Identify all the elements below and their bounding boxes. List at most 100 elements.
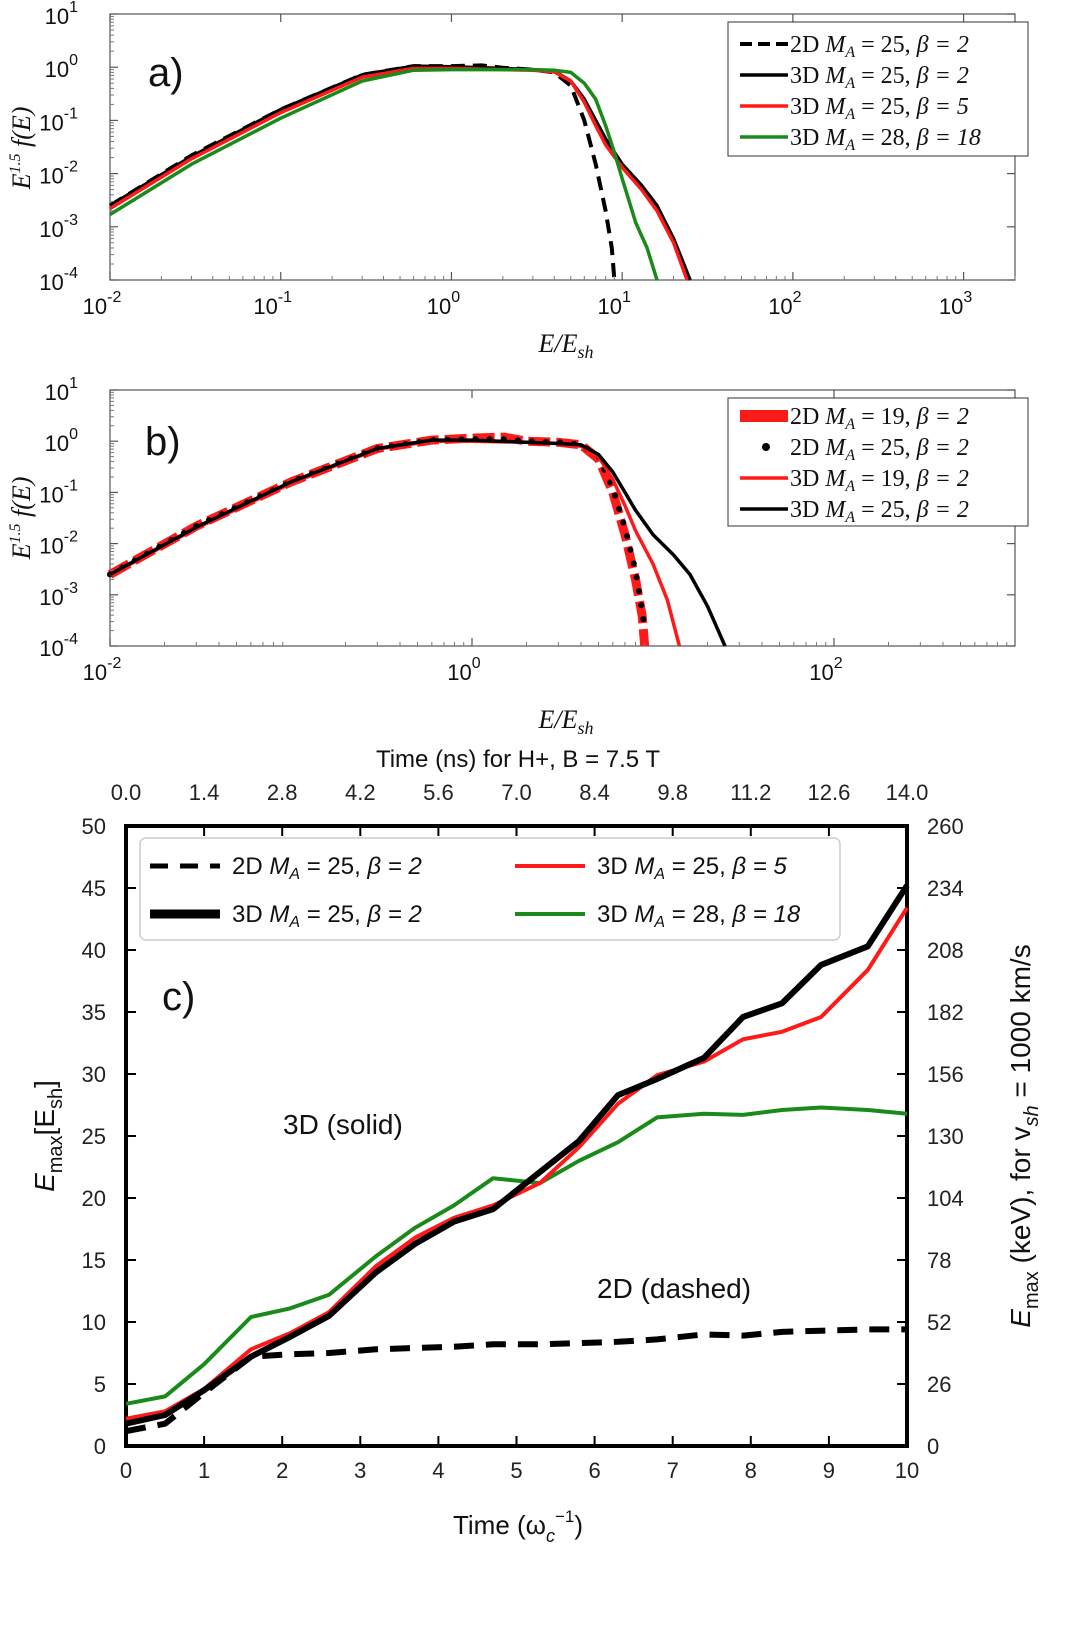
y-tick-label-exponent: -1 xyxy=(64,477,78,494)
c-right-y-tick-label: 130 xyxy=(927,1124,964,1149)
c-x-tick-label: 9 xyxy=(823,1458,835,1483)
c-x-tick-label: 6 xyxy=(588,1458,600,1483)
c-x-tick-label: 0 xyxy=(120,1458,132,1483)
panel-c-ylabel: Emax[Esh] xyxy=(29,1080,67,1192)
c-y-tick-label: 35 xyxy=(82,1000,106,1025)
x-tick-label-exponent: 3 xyxy=(963,289,972,306)
c-x-tick-label: 1 xyxy=(198,1458,210,1483)
panel-c-legend-items: 2D MA = 25, β = 2 3D MA = 25, β = 2 3D MA … xyxy=(150,853,801,931)
c-top-tick-label: 12.6 xyxy=(807,780,850,805)
c-top-tick-label: 14.0 xyxy=(886,780,929,805)
panel-a-series-4-line xyxy=(109,67,659,281)
x-tick-label: 101 xyxy=(597,289,630,319)
panel-a-xlabel: E/Esh xyxy=(537,329,593,362)
x-tick-label-exponent: 1 xyxy=(622,289,631,306)
panel-b-legend-label-2: 2D MA = 25, β = 2 xyxy=(790,435,969,464)
y-tick-label-exponent: -2 xyxy=(64,529,78,546)
panel-b-series-4-line xyxy=(109,438,727,647)
panel-b-series-group xyxy=(107,432,727,647)
panel-a-ylabel-sup: 1.5 xyxy=(7,154,24,174)
panel-b-legend-label-1: 2D MA = 19, β = 2 xyxy=(790,404,969,433)
y-tick-label-exponent: -3 xyxy=(64,212,78,229)
panel-b-legend-items: 2D MA = 19, β = 22D MA = 25, β = 23D MA … xyxy=(740,404,969,526)
panel-c-series-3-line xyxy=(125,906,909,1421)
c-top-tick-label: 9.8 xyxy=(657,780,688,805)
y-tick-label-exponent: 1 xyxy=(69,375,78,392)
y-tick-label: 10-1 xyxy=(39,105,78,135)
c-right-y-tick-label: 234 xyxy=(927,876,964,901)
x-tick-label: 10-1 xyxy=(253,289,292,319)
c-y-tick-label: 40 xyxy=(82,938,106,963)
c-right-y-tick-label: 52 xyxy=(927,1310,951,1335)
panel-a-legend-label-3: 3D MA = 25, β = 5 xyxy=(790,94,969,123)
y-tick-label: 100 xyxy=(45,52,78,82)
c-x-tick-label: 5 xyxy=(510,1458,522,1483)
panel-c-annotation-3d: 3D (solid) xyxy=(283,1109,403,1140)
c-x-tick-label: 7 xyxy=(667,1458,679,1483)
y-tick-label: 10-4 xyxy=(39,631,78,661)
x-tick-label: 103 xyxy=(939,289,972,319)
c-y-tick-label: 20 xyxy=(82,1186,106,1211)
panel-a-legend-box xyxy=(727,21,1029,157)
c-right-y-tick-label: 208 xyxy=(927,938,964,963)
panel-a-legend-label-4: 3D MA = 28, β = 18 xyxy=(790,125,981,154)
panel-b-series-2-line xyxy=(107,436,648,634)
panel-c-legend-label-2: 3D MA = 25, β = 2 xyxy=(232,901,422,931)
panel-b-label: b) xyxy=(145,420,181,464)
y-tick-label-exponent: 0 xyxy=(69,426,78,443)
x-tick-label-exponent: 2 xyxy=(834,655,843,672)
panel-c-xlabel: Time (ωc−1) xyxy=(453,1507,583,1546)
c-top-tick-label: 8.4 xyxy=(579,780,610,805)
panel-b-legend: 2D MA = 19, β = 22D MA = 25, β = 23D MA … xyxy=(727,397,1029,527)
y-tick-label: 10-3 xyxy=(39,212,78,242)
c-right-y-tick-label: 26 xyxy=(927,1372,951,1397)
panel-a-series-2-line xyxy=(109,64,692,281)
x-tick-label-exponent: -2 xyxy=(107,289,121,306)
panel-c-annotation-2d: 2D (dashed) xyxy=(597,1273,751,1304)
c-y-tick-label: 0 xyxy=(94,1434,106,1459)
x-tick-label-exponent: -1 xyxy=(278,289,292,306)
c-right-y-tick-label: 182 xyxy=(927,1000,964,1025)
c-x-tick-label: 4 xyxy=(432,1458,444,1483)
c-right-y-tick-label: 0 xyxy=(927,1434,939,1459)
y-tick-label-exponent: -3 xyxy=(64,580,78,597)
c-right-y-tick-label: 104 xyxy=(927,1186,964,1211)
panel-c-legend-label-4: 3D MA = 28, β = 18 xyxy=(597,901,801,931)
y-tick-label-exponent: -4 xyxy=(64,631,78,648)
y-tick-label-exponent: 1 xyxy=(69,0,78,16)
c-top-tick-label: 1.4 xyxy=(189,780,220,805)
c-x-tick-label: 3 xyxy=(354,1458,366,1483)
y-tick-label: 10-1 xyxy=(39,477,78,507)
c-top-tick-label: 0.0 xyxy=(111,780,142,805)
x-tick-label: 102 xyxy=(809,655,842,685)
panel-a-legend-label-2: 3D MA = 25, β = 2 xyxy=(790,63,969,92)
panel-c-right-ylabel: Emax (keV), for vsh = 1000 km/s xyxy=(1005,944,1043,1327)
x-tick-label: 100 xyxy=(447,655,480,685)
y-tick-label-exponent: -4 xyxy=(64,265,78,282)
x-tick-label: 102 xyxy=(768,289,801,319)
x-tick-label-exponent: 0 xyxy=(451,289,460,306)
y-tick-label: 100 xyxy=(45,426,78,456)
y-tick-label: 10-3 xyxy=(39,580,78,610)
panel-a-legend: 2D MA = 25, β = 23D MA = 25, β = 23D MA … xyxy=(727,21,1029,157)
c-x-tick-label: 10 xyxy=(895,1458,919,1483)
c-x-tick-label: 2 xyxy=(276,1458,288,1483)
panel-a-series-1-line xyxy=(108,63,617,281)
c-top-tick-label: 5.6 xyxy=(423,780,454,805)
x-tick-label: 100 xyxy=(427,289,460,319)
y-tick-label: 10-2 xyxy=(39,159,78,189)
panel-c-legend: 2D MA = 25, β = 2 3D MA = 25, β = 2 3D MA … xyxy=(139,837,841,941)
panel-b-legend-label-4: 3D MA = 25, β = 2 xyxy=(790,497,969,526)
c-top-tick-label: 11.2 xyxy=(730,780,771,805)
panel-b-legend-label-3: 3D MA = 19, β = 2 xyxy=(790,466,969,495)
c-x-tick-label: 8 xyxy=(745,1458,757,1483)
y-tick-label-exponent: -2 xyxy=(64,159,78,176)
panel-b-xlabel: E/Esh xyxy=(537,705,593,738)
panel-b-ylabel: E1.5 f(E) xyxy=(7,477,36,561)
y-tick-label: 101 xyxy=(45,375,78,405)
c-top-tick-label: 7.0 xyxy=(501,780,532,805)
x-tick-label: 10-2 xyxy=(83,655,122,685)
x-tick-label: 10-2 xyxy=(83,289,122,319)
panel-c-legend-label-3: 3D MA = 25, β = 5 xyxy=(597,853,787,883)
